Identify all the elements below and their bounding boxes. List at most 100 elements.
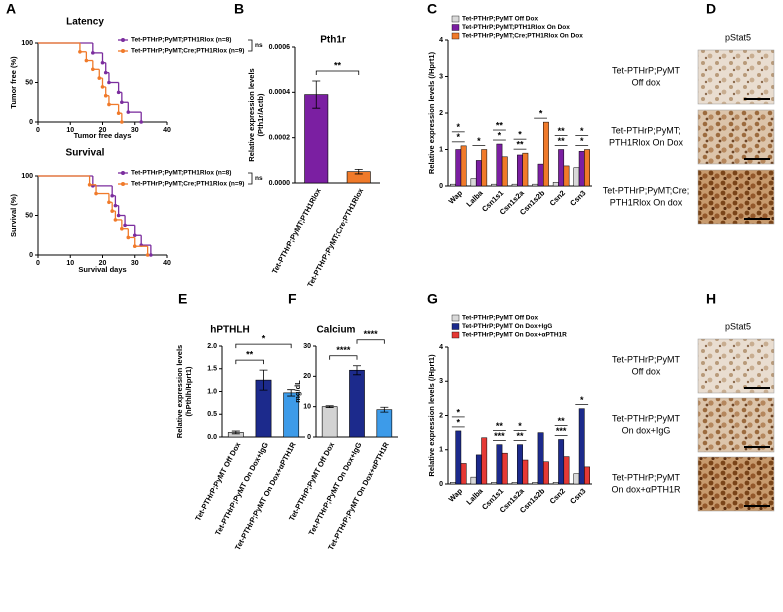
y-tick-label: 0.0000: [269, 180, 291, 187]
ns-bracket: [248, 39, 253, 52]
x-axis-label: Tumor free days: [74, 131, 132, 140]
y-tick-label: 0.0: [207, 434, 217, 441]
y-axis-label: (hPthlh/Hprt1): [184, 366, 193, 416]
bar: [517, 444, 523, 485]
bar: [501, 452, 508, 485]
panel-letter: F: [288, 291, 297, 307]
bar: [475, 454, 482, 485]
y-tick-label: 0.0006: [269, 44, 291, 51]
sig-bracket: [235, 359, 264, 365]
bar: [584, 466, 590, 485]
x-tick-label: Csn3: [568, 486, 587, 505]
bar: [450, 482, 456, 485]
sig-label: **: [558, 136, 566, 146]
error-bar: [231, 430, 240, 435]
y-tick-label: 10: [303, 404, 311, 411]
chart-title: Calcium: [317, 325, 356, 336]
y-tick-label: 30: [303, 343, 311, 350]
y-tick-label: 1.5: [207, 366, 217, 373]
y-tick-label: 0.0002: [269, 135, 291, 142]
bar: [470, 178, 477, 187]
bar: [511, 183, 518, 187]
x-tick-label: Tet-PTHrP;PyMT;PTH1Rlox: [270, 186, 323, 275]
bar: [321, 406, 338, 438]
bar: [460, 145, 467, 187]
sig-label: *: [518, 130, 522, 140]
bar: [349, 369, 365, 438]
event-marker: [84, 58, 89, 63]
legend-swatch: [451, 331, 460, 339]
y-tick-label: 20: [303, 373, 311, 380]
event-marker: [116, 90, 121, 95]
event-marker: [126, 235, 131, 240]
event-marker: [91, 51, 95, 55]
x-tick-label: 30: [131, 127, 139, 134]
bar: [563, 456, 570, 485]
image-label: Tet-PTHrP;PyMT: [612, 354, 681, 364]
y-axis-label: Relative expression levels: [247, 68, 256, 161]
image-label: Tet-PTHrP;PyMT: [612, 472, 681, 482]
event-marker: [116, 213, 121, 218]
x-tick-label: Csn2: [548, 188, 567, 207]
image-label: PTH1Rlox On Dox: [609, 137, 684, 147]
ns-bracket: [248, 172, 253, 185]
sig-label: *: [580, 395, 584, 405]
chart-title: Latency: [66, 17, 104, 28]
x-tick-label: 0: [36, 260, 40, 267]
sig-label: ****: [364, 329, 379, 339]
bar: [475, 160, 482, 187]
legend-swatch: [451, 24, 460, 31]
error-bar: [380, 406, 389, 413]
event-marker: [120, 100, 124, 105]
event-marker: [123, 223, 127, 228]
sig-label: **: [558, 416, 566, 426]
sig-label: **: [558, 126, 566, 136]
legend-label: Tet-PTHrP;PyMT;Cre;PTH1Rlox (n=9): [131, 181, 244, 188]
bar: [532, 183, 539, 187]
image-label: On dox+IgG: [622, 425, 671, 435]
image-label: PTH1Rlox On dox: [610, 197, 683, 207]
legend-marker: [121, 49, 125, 53]
event-marker: [126, 110, 131, 114]
legend-swatch: [451, 314, 460, 322]
bar: [573, 473, 580, 485]
sig-label: *: [580, 126, 584, 136]
y-tick-label: 0: [29, 119, 33, 126]
y-tick-label: 0: [307, 434, 311, 441]
x-tick-label: Wap: [447, 486, 465, 504]
bar: [491, 482, 498, 485]
error-bar: [353, 365, 361, 376]
micrograph: [697, 338, 775, 394]
x-tick-label: 10: [66, 260, 74, 267]
y-axis-label: Survival (%): [9, 194, 18, 237]
event-marker: [78, 49, 82, 54]
micrograph: [697, 109, 775, 165]
event-marker: [149, 253, 153, 257]
event-marker: [100, 85, 105, 89]
legend-label: Tet-PTHrP;PyMT Off Dox: [462, 315, 538, 322]
event-marker: [132, 244, 137, 249]
bar: [481, 149, 488, 187]
bar: [511, 482, 518, 485]
bar: [573, 167, 580, 187]
sig-label: **: [496, 421, 504, 431]
y-tick-label: 1.0: [207, 388, 217, 395]
sig-label: *: [457, 132, 461, 142]
y-tick-label: 50: [25, 79, 33, 86]
legend-marker: [121, 38, 125, 42]
x-tick-label: 20: [99, 127, 107, 134]
y-tick-label: 4: [439, 344, 443, 351]
y-axis-label: Relative expression levels: [175, 345, 184, 438]
event-marker: [120, 226, 124, 231]
error-bar: [287, 389, 296, 397]
bar: [496, 444, 503, 485]
legend-swatch: [451, 323, 460, 330]
ns-label: ns: [255, 175, 263, 182]
y-axis-label: Relative expression levels (/Hprt1): [427, 354, 436, 477]
event-marker: [113, 218, 118, 222]
bar: [470, 476, 477, 485]
chart-title: Survival: [66, 148, 105, 159]
event-marker: [103, 93, 108, 98]
y-tick-label: 0: [439, 183, 443, 190]
